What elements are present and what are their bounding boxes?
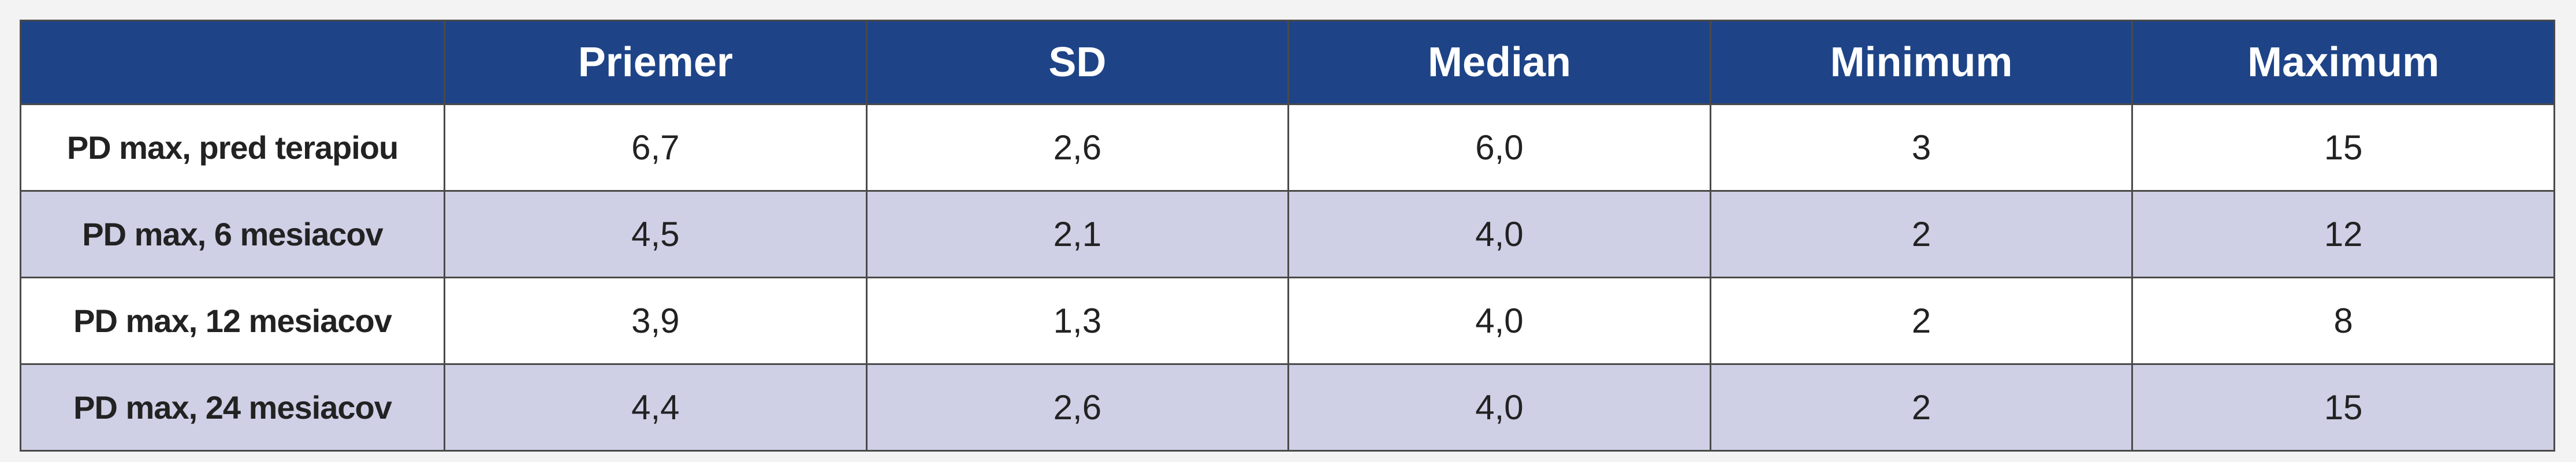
cell-value: 2 <box>1709 277 2134 365</box>
cell-value: 4,0 <box>1287 363 1711 452</box>
cell-value: 4,5 <box>444 190 868 278</box>
row-label: PD max, 6 mesiacov <box>20 190 445 278</box>
cell-value: 2,1 <box>865 190 1290 278</box>
cell-value: 2,6 <box>865 103 1290 192</box>
header-corner <box>20 20 445 105</box>
column-header: Maximum <box>2131 20 2555 105</box>
cell-value: 2 <box>1709 363 2134 452</box>
column-header: SD <box>865 20 1290 105</box>
header-row: Priemer SD Median Minimum Maximum <box>20 20 2555 105</box>
cell-value: 4,0 <box>1287 277 1711 365</box>
table-row: PD max, pred terapiou 6,7 2,6 6,0 3 15 <box>20 103 2555 192</box>
cell-value: 3 <box>1709 103 2134 192</box>
cell-value: 1,3 <box>865 277 1290 365</box>
cell-value: 3,9 <box>444 277 868 365</box>
cell-value: 15 <box>2131 103 2555 192</box>
table-container: Priemer SD Median Minimum Maximum PD max, pr… <box>20 20 2555 452</box>
cell-value: 6,0 <box>1287 103 1711 192</box>
cell-value: 4,0 <box>1287 190 1711 278</box>
row-label: PD max, 24 mesiacov <box>20 363 445 452</box>
column-header: Median <box>1287 20 1711 105</box>
cell-value: 15 <box>2131 363 2555 452</box>
column-header: Priemer <box>444 20 868 105</box>
row-label: PD max, 12 mesiacov <box>20 277 445 365</box>
cell-value: 2 <box>1709 190 2134 278</box>
row-label: PD max, pred terapiou <box>20 103 445 192</box>
cell-value: 2,6 <box>865 363 1290 452</box>
cell-value: 12 <box>2131 190 2555 278</box>
cell-value: 4,4 <box>444 363 868 452</box>
table-row: PD max, 6 mesiacov 4,5 2,1 4,0 2 12 <box>20 190 2555 278</box>
column-header: Minimum <box>1709 20 2134 105</box>
table-row: PD max, 24 mesiacov 4,4 2,6 4,0 2 15 <box>20 363 2555 452</box>
table-row: PD max, 12 mesiacov 3,9 1,3 4,0 2 8 <box>20 277 2555 365</box>
cell-value: 6,7 <box>444 103 868 192</box>
cell-value: 8 <box>2131 277 2555 365</box>
stats-table: Priemer SD Median Minimum Maximum PD max, pr… <box>20 20 2555 452</box>
